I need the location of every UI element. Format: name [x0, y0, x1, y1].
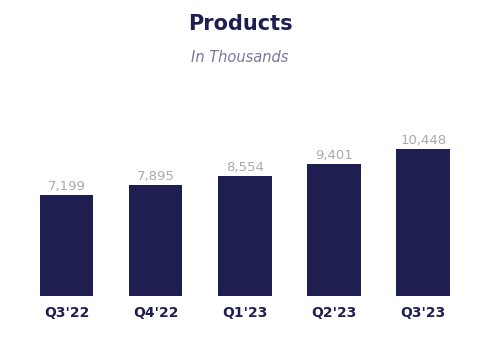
Bar [40, 195, 93, 296]
Bar [218, 176, 272, 296]
Bar [307, 164, 361, 296]
Text: 8,554: 8,554 [226, 161, 264, 174]
Bar [129, 185, 182, 296]
Text: Products: Products [188, 14, 292, 34]
Text: 7,895: 7,895 [137, 170, 175, 183]
Text: 9,401: 9,401 [315, 149, 353, 162]
Text: 7,199: 7,199 [48, 180, 85, 193]
Bar [396, 149, 450, 296]
Text: In Thousands: In Thousands [192, 50, 288, 65]
Text: 10,448: 10,448 [400, 134, 446, 147]
